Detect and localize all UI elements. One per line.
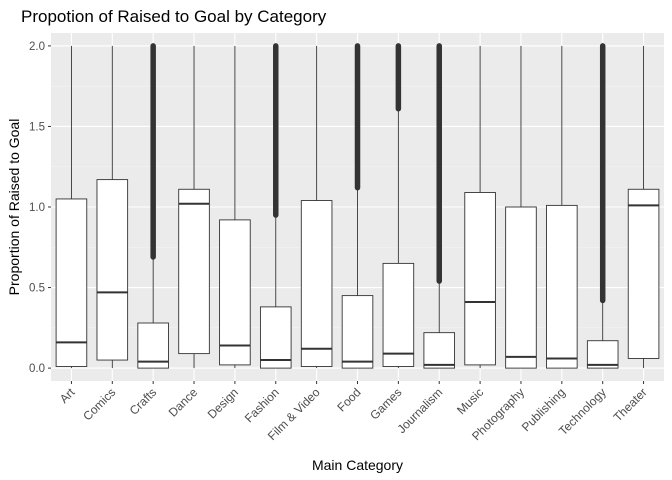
box-series	[55, 43, 660, 369]
box-comics	[96, 45, 129, 369]
x-tick-label: Dance	[166, 385, 201, 420]
box-dance	[178, 45, 210, 369]
y-tick-label: 1.0	[29, 202, 45, 214]
x-tick-label: Music	[454, 385, 486, 417]
box-games	[382, 43, 415, 369]
box-iqr	[464, 192, 496, 366]
x-axis-title: Main Category	[312, 457, 403, 473]
x-tick-label: Crafts	[127, 385, 160, 418]
box-publishing	[546, 45, 578, 369]
box-design	[219, 45, 251, 369]
box-iqr	[505, 206, 537, 369]
y-tick-label: 1.5	[29, 121, 45, 133]
box-film-video	[300, 45, 333, 369]
box-iqr	[219, 219, 251, 366]
box-journalism	[423, 43, 456, 369]
chart-title: Propotion of Raised to Goal by Category	[21, 7, 327, 26]
box-iqr	[546, 204, 578, 369]
box-iqr	[423, 332, 456, 369]
box-fashion	[259, 43, 292, 369]
x-tick-label: Theater	[611, 385, 650, 424]
x-tick-label: Design	[205, 385, 241, 421]
box-theater	[627, 45, 660, 369]
box-technology	[586, 43, 619, 369]
box-iqr	[586, 340, 619, 369]
y-tick-label: 0.5	[29, 283, 45, 295]
box-iqr	[96, 179, 129, 361]
x-tick-label: Games	[367, 385, 404, 422]
box-food	[341, 43, 374, 369]
y-tick-label: 2.0	[29, 41, 45, 53]
box-iqr	[55, 198, 88, 367]
box-iqr	[341, 295, 374, 369]
x-tick-label: Fashion	[242, 385, 282, 425]
box-iqr	[300, 200, 333, 367]
box-iqr	[627, 188, 660, 359]
box-crafts	[137, 43, 169, 369]
box-iqr	[178, 188, 210, 355]
y-axis-title: Proportion of Raised to Goal	[6, 119, 22, 296]
box-music	[464, 45, 496, 369]
box-iqr	[137, 322, 169, 369]
x-tick-label: Food	[334, 385, 363, 414]
y-tick-label: 0.0	[29, 363, 45, 375]
y-axis: 0.0 0.5 1.0 1.5 2.0	[29, 41, 51, 375]
x-tick-label: Comics	[80, 385, 118, 423]
box-art	[55, 45, 88, 369]
box-photography	[505, 45, 537, 369]
box-iqr	[382, 262, 415, 367]
x-tick-label: Art	[57, 385, 78, 406]
box-iqr	[259, 306, 292, 369]
